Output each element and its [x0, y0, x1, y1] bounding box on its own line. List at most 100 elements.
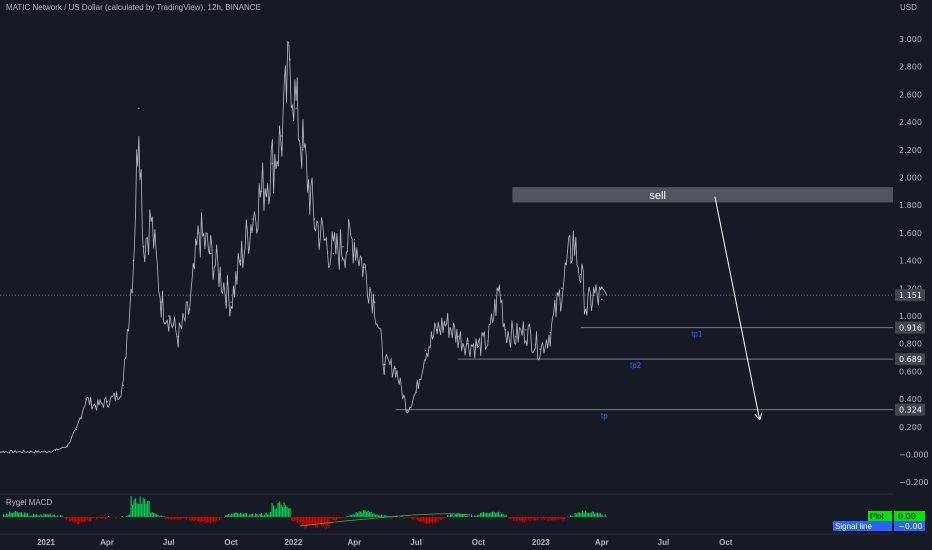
macd-bar	[309, 517, 311, 527]
macd-bar	[589, 513, 591, 517]
macd-bar	[183, 517, 185, 519]
macd-bar	[220, 517, 222, 518]
y-tick-label: 2.400	[899, 118, 922, 127]
macd-bar	[445, 517, 447, 518]
macd-bar	[90, 517, 92, 522]
macd-bar	[181, 517, 183, 519]
price-point	[313, 218, 315, 220]
macd-bar	[246, 513, 248, 517]
macd-bar	[423, 517, 425, 523]
macd-bar	[448, 516, 450, 517]
target-label: tp	[601, 412, 608, 421]
macd-bar	[75, 517, 77, 522]
macd-bar	[225, 515, 227, 517]
macd-bar	[543, 517, 545, 519]
macd-bar	[511, 517, 513, 519]
time-axis[interactable]: 2021 Apr Jul Oct 2022 Apr Jul Oct 2023 Apr Jul Oct	[0, 533, 893, 547]
macd-bar	[529, 517, 531, 521]
macd-bar	[436, 517, 438, 522]
macd-bar	[547, 517, 549, 521]
price-badge-box	[895, 403, 925, 416]
price-point	[177, 336, 179, 338]
macd-bar	[228, 513, 230, 517]
target-label: tp2	[630, 361, 642, 370]
macd-bar	[13, 512, 15, 517]
sell-zone[interactable]: sell	[512, 187, 893, 203]
macd-bar	[88, 517, 90, 522]
macd-bar	[30, 515, 32, 517]
macd-bar	[318, 517, 320, 524]
macd-bar	[474, 515, 476, 517]
macd-bar	[237, 512, 239, 517]
price-point	[572, 239, 574, 241]
macd-bar	[295, 517, 297, 521]
horizontal-price-lines[interactable]: tp1 tp2 tp	[0, 294, 893, 421]
macd-bar	[48, 514, 50, 517]
y-tick-label: −0.200	[899, 478, 929, 487]
macd-bar	[370, 511, 372, 517]
y-tick-label: 1.200	[899, 284, 922, 293]
macd-bar	[54, 515, 56, 517]
price-axis[interactable]: 3.000 2.800 2.600 2.400 2.200 2.000 1.800 1.600…	[899, 35, 929, 487]
macd-bar	[450, 514, 452, 517]
macd-bar	[598, 513, 600, 517]
macd-bar	[201, 517, 203, 522]
macd-bar	[520, 517, 522, 522]
macd-bar	[199, 517, 201, 523]
macd-bar	[327, 517, 329, 527]
macd-bar	[156, 514, 158, 517]
macd-bar	[193, 517, 195, 522]
macd-bar	[291, 517, 293, 521]
macd-bar	[481, 512, 483, 517]
macd-legend: Plot 0.00 Signal line −0.00	[833, 511, 925, 531]
price-point	[395, 368, 397, 370]
price-line-series	[0, 40, 607, 454]
price-point	[383, 363, 385, 366]
price-point	[44, 451, 46, 453]
macd-bar	[294, 517, 296, 522]
macd-legend-value: −0.00	[898, 522, 923, 531]
macd-bar	[504, 515, 506, 517]
price-point	[251, 218, 253, 220]
macd-bar	[471, 514, 473, 517]
price-point	[106, 401, 108, 403]
price-point	[539, 348, 541, 350]
price-badge-label: 0.689	[899, 355, 922, 364]
macd-bar	[420, 517, 422, 522]
macd-bar	[283, 502, 285, 517]
macd-bar	[322, 517, 324, 527]
macd-bar	[153, 512, 155, 517]
macd-bar	[99, 517, 101, 518]
macd-bar	[78, 517, 80, 524]
macd-bar	[486, 512, 488, 517]
sell-zone-label: sell	[649, 190, 666, 202]
macd-bar	[540, 517, 542, 519]
macd-bar	[586, 513, 588, 517]
macd-bar	[129, 514, 131, 517]
macd-bar	[262, 515, 264, 517]
y-tick-label: 2.000	[899, 174, 922, 183]
macd-bar	[502, 513, 504, 517]
macd-bar	[157, 515, 159, 517]
macd-bar	[387, 516, 389, 517]
price-point	[436, 329, 438, 331]
macd-bar	[472, 516, 474, 517]
y-tick-label: 2.600	[899, 90, 922, 99]
macd-bar	[91, 517, 93, 519]
price-point	[115, 395, 118, 397]
macd-bar	[582, 510, 584, 517]
macd-bar	[495, 513, 497, 517]
x-tick-label: 2022	[284, 538, 302, 547]
macd-bar	[382, 515, 384, 517]
macd-bar	[426, 517, 428, 524]
macd-bar	[84, 517, 86, 522]
macd-bar	[570, 515, 572, 517]
macd-bar	[175, 517, 177, 520]
macd-bar	[604, 514, 606, 517]
macd-bar	[105, 517, 107, 519]
macd-bar	[558, 517, 560, 520]
projection-arrow[interactable]	[714, 196, 763, 421]
macd-bar	[288, 508, 290, 517]
macd-bar	[447, 515, 449, 517]
